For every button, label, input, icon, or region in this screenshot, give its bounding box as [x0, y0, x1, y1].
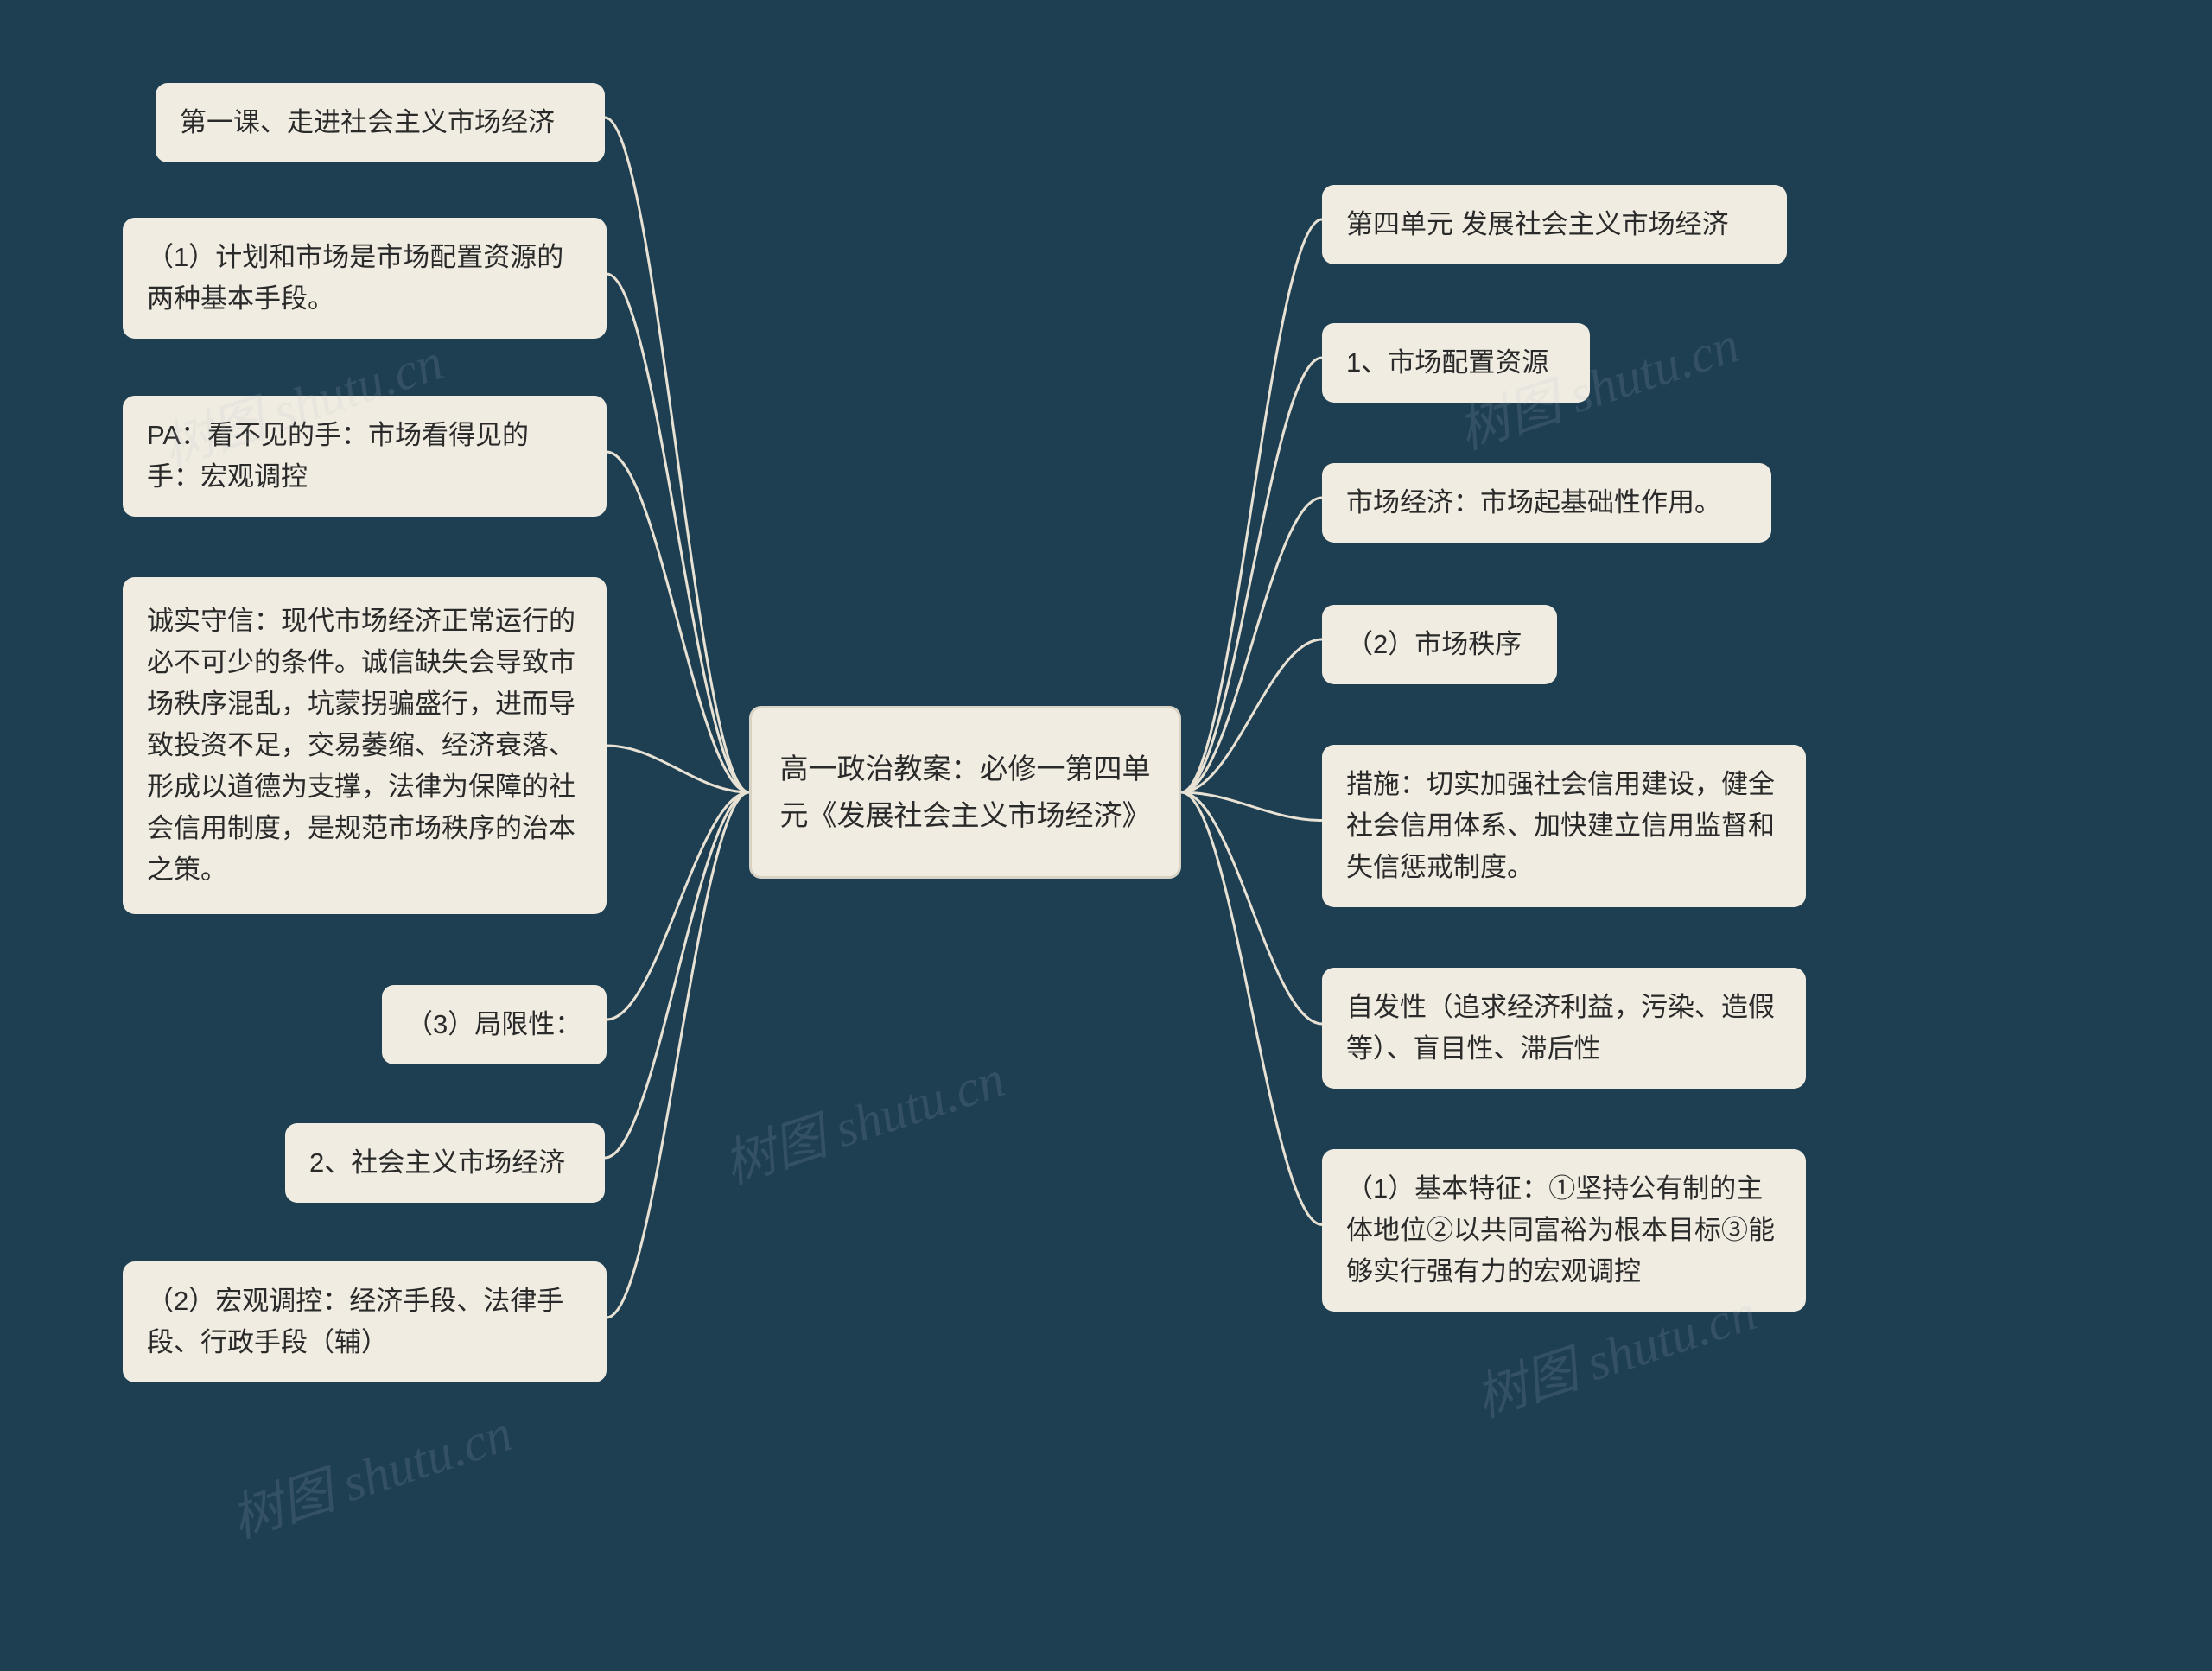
left-node-text: （1）计划和市场是市场配置资源的两种基本手段。 [147, 237, 582, 320]
left-node-text: （3）局限性： [406, 1004, 582, 1045]
connector-path [607, 746, 749, 792]
right-node: 市场经济：市场起基础性作用。 [1322, 463, 1771, 543]
connector-path [1181, 792, 1322, 821]
right-node-text: 自发性（追求经济利益，污染、造假等）、盲目性、滞后性 [1346, 987, 1782, 1070]
connector-path [607, 452, 749, 792]
connector-path [1181, 792, 1322, 1225]
connector-path [1181, 792, 1322, 1024]
left-node: 2、社会主义市场经济 [285, 1123, 605, 1203]
left-node: PA：看不见的手：市场看得见的手：宏观调控 [123, 396, 607, 517]
left-node: （3）局限性： [382, 985, 607, 1064]
connector-path [607, 274, 749, 792]
left-node-text: 诚实守信：现代市场经济正常运行的必不可少的条件。诚信缺失会导致市场秩序混乱，坑蒙… [147, 600, 582, 891]
left-node-text: 2、社会主义市场经济 [309, 1142, 565, 1184]
left-node: （1）计划和市场是市场配置资源的两种基本手段。 [123, 218, 607, 339]
right-node: 自发性（追求经济利益，污染、造假等）、盲目性、滞后性 [1322, 968, 1806, 1089]
left-node: 诚实守信：现代市场经济正常运行的必不可少的条件。诚信缺失会导致市场秩序混乱，坑蒙… [123, 577, 607, 914]
right-node: 第四单元 发展社会主义市场经济 [1322, 185, 1787, 264]
connector-path [1181, 639, 1322, 792]
right-node: （2）市场秩序 [1322, 605, 1557, 684]
connector-path [1181, 219, 1322, 792]
connector-path [605, 792, 749, 1158]
connector-path [607, 792, 749, 1318]
right-node: （1）基本特征：①坚持公有制的主体地位②以共同富裕为根本目标③能够实行强有力的宏… [1322, 1149, 1806, 1312]
right-node-text: 措施：切实加强社会信用建设，健全社会信用体系、加快建立信用监督和失信惩戒制度。 [1346, 764, 1782, 888]
right-node: 措施：切实加强社会信用建设，健全社会信用体系、加快建立信用监督和失信惩戒制度。 [1322, 745, 1806, 907]
left-node: 第一课、走进社会主义市场经济 [156, 83, 605, 162]
left-node-text: 第一课、走进社会主义市场经济 [180, 102, 555, 143]
left-node-text: PA：看不见的手：市场看得见的手：宏观调控 [147, 415, 582, 498]
connector-path [1181, 358, 1322, 792]
connector-path [1181, 498, 1322, 792]
center-node: 高一政治教案：必修一第四单元《发展社会主义市场经济》 [749, 706, 1181, 879]
connector-path [605, 118, 749, 792]
right-node-text: （1）基本特征：①坚持公有制的主体地位②以共同富裕为根本目标③能够实行强有力的宏… [1346, 1168, 1782, 1293]
right-node-text: 市场经济：市场起基础性作用。 [1346, 482, 1721, 524]
right-node-text: （2）市场秩序 [1346, 624, 1522, 665]
connector-path [607, 792, 749, 1020]
left-node-text: （2）宏观调控：经济手段、法律手段、行政手段（辅） [147, 1280, 582, 1363]
right-node: 1、市场配置资源 [1322, 323, 1590, 403]
left-node: （2）宏观调控：经济手段、法律手段、行政手段（辅） [123, 1261, 607, 1382]
right-node-text: 1、市场配置资源 [1346, 342, 1548, 384]
center-node-text: 高一政治教案：必修一第四单元《发展社会主义市场经济》 [776, 746, 1154, 840]
right-node-text: 第四单元 发展社会主义市场经济 [1346, 204, 1729, 245]
watermark: 树图 shutu.cn [713, 1037, 1013, 1198]
watermark: 树图 shutu.cn [220, 1391, 520, 1553]
